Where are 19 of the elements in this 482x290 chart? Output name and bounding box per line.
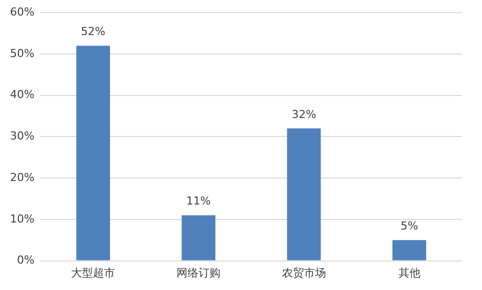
y-tick-label: 50% [10,46,34,60]
x-tick-label: 其他 [398,266,420,280]
x-tick-label: 网络订购 [176,266,221,280]
bar [182,215,216,260]
bar [76,46,110,260]
data-label: 52% [80,25,106,38]
bar [287,128,321,260]
y-tick-label: 30% [10,130,34,143]
data-label: 5% [400,219,418,232]
x-tick-label: 农贸市场 [282,266,326,280]
y-tick-label: 0% [16,254,34,267]
y-tick-label: 40% [10,88,34,102]
data-label: 32% [292,108,316,121]
y-tick-label: 10% [10,212,34,226]
y-tick-label: 20% [10,170,34,184]
data-label: 11% [186,194,211,208]
bar [392,240,426,260]
y-tick-label: 60% [10,5,34,18]
x-tick-label: 大型超市 [71,266,116,280]
